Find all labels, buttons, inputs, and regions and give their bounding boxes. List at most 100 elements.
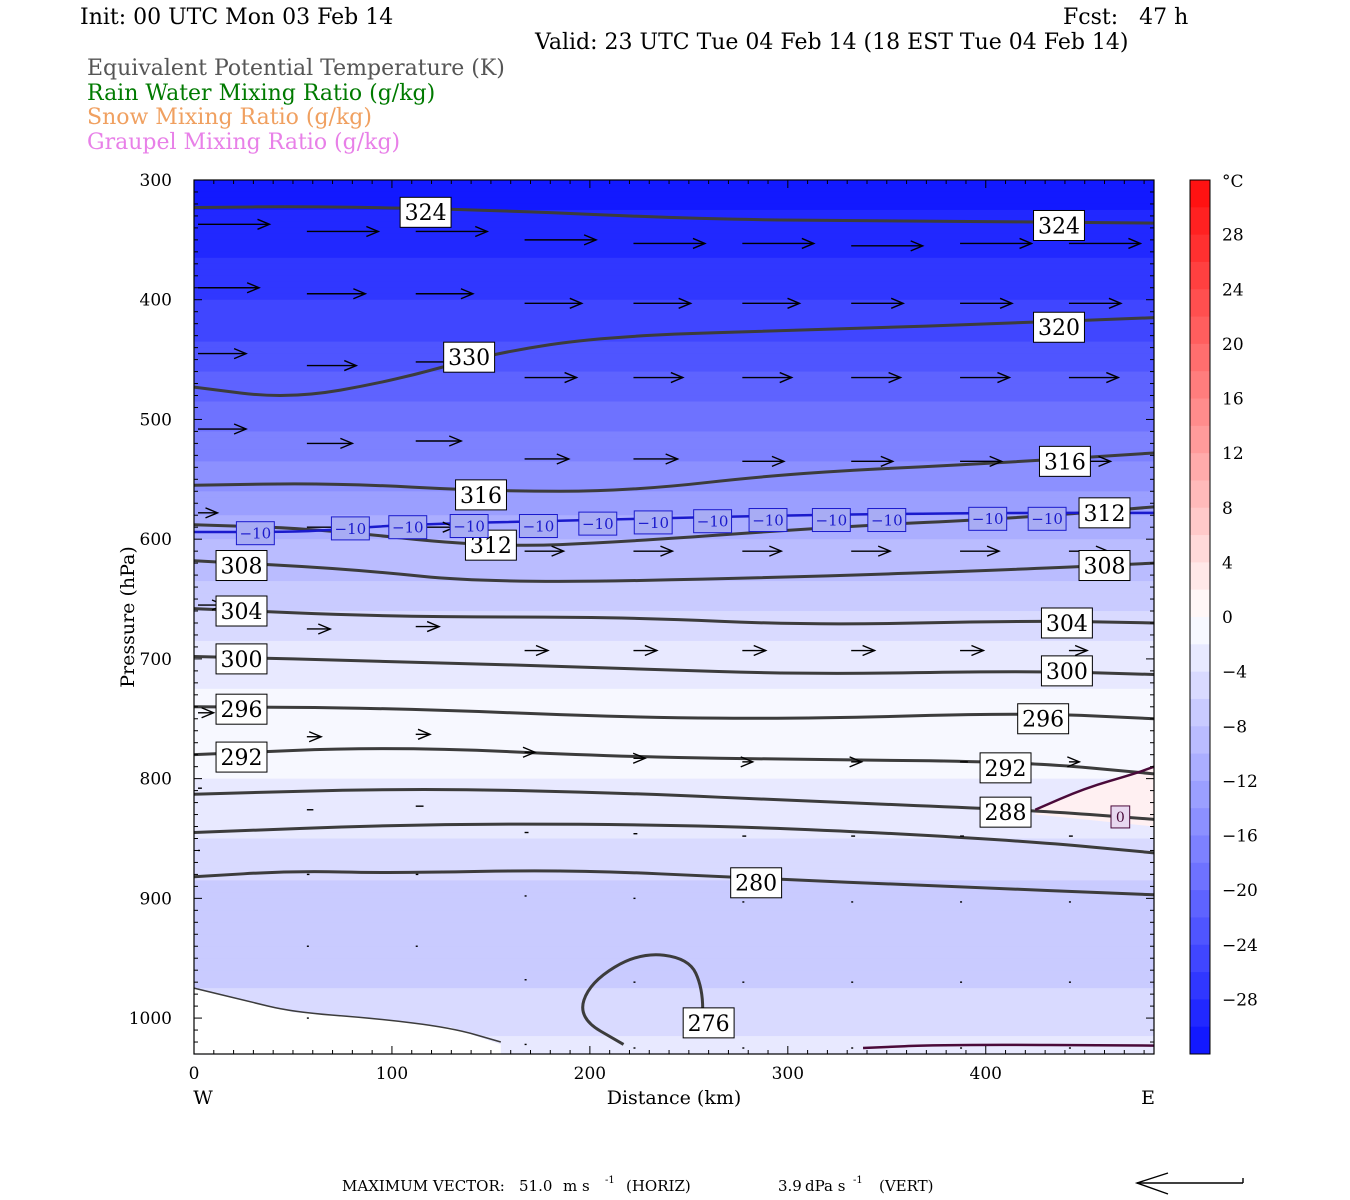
theta-e-contour-276	[581, 953, 705, 1046]
theta-e-contour-304	[193, 607, 1155, 626]
wind-vector-head	[989, 455, 1004, 468]
temperature-band	[194, 467, 1154, 474]
wind-vector	[524, 297, 584, 309]
wind-vector-head	[233, 347, 248, 360]
temperature-band	[194, 551, 1154, 558]
wind-vector-head	[551, 545, 566, 557]
wind-vector-head	[753, 644, 768, 657]
theta-e-label-box	[399, 196, 452, 228]
wind-vector	[524, 545, 566, 557]
x-axis-west-label: W	[193, 1087, 213, 1109]
colorbar-segment	[1190, 207, 1210, 236]
isotherm-label: −10	[1027, 506, 1067, 531]
theta-e-label-text: 320	[1038, 316, 1080, 341]
y-tick-label: 700	[140, 650, 172, 670]
wind-vector-head	[888, 371, 903, 384]
wind-vector-head	[1128, 237, 1143, 250]
temperature-band	[194, 952, 1154, 959]
wind-vector	[633, 297, 693, 309]
wind-vector	[633, 644, 659, 657]
y-tick-label: 600	[140, 530, 172, 550]
temperature-band	[194, 395, 1154, 403]
isotherm-label: −10	[633, 510, 673, 535]
temperature-band	[194, 563, 1154, 570]
temperature-band	[194, 868, 1154, 876]
theta-e-label-text: 330	[448, 346, 490, 371]
wind-vector	[960, 297, 1014, 309]
temperature-band	[194, 808, 1154, 816]
temperature-band	[194, 700, 1154, 708]
theta-e-label: 276	[682, 1007, 735, 1039]
temperature-band	[194, 521, 1154, 528]
temperature-band	[194, 1006, 1154, 1013]
temperature-band	[194, 413, 1154, 421]
wind-vector-head	[564, 371, 579, 384]
theta-e-label-text: 280	[735, 872, 777, 897]
theta-e-label-text: 296	[1022, 708, 1064, 733]
wind-vector	[742, 545, 784, 557]
wind-vector-head	[787, 297, 802, 309]
temperature-band	[194, 269, 1154, 277]
temperature-band	[194, 826, 1154, 834]
wind-vector	[522, 746, 537, 758]
colorbar-segment	[1190, 972, 1210, 1000]
temperature-band	[194, 533, 1154, 540]
temperature-band	[194, 227, 1154, 235]
temperature-band	[194, 485, 1154, 492]
wind-vector-head	[1098, 455, 1113, 468]
temperature-band	[194, 664, 1154, 672]
isotherm-label-box	[578, 511, 618, 536]
field-label-theta-e: Equivalent Potential Temperature (K)	[87, 56, 505, 81]
wind-vector	[851, 455, 895, 468]
theta-e-label-box	[1033, 209, 1085, 241]
colorbar-tick-label: −24	[1222, 936, 1258, 956]
temperature-band	[194, 730, 1154, 738]
wind-vector-head	[343, 359, 359, 372]
isotherm-label: −10	[693, 509, 733, 534]
temperature-band	[194, 233, 1154, 241]
wind-vector-head	[257, 218, 272, 230]
wind-vector-head	[665, 453, 680, 465]
max-vector-horiz-value: 51.0	[519, 1177, 552, 1195]
theta-e-label: 296	[215, 693, 268, 725]
theta-e-label-text: 300	[221, 648, 263, 673]
wind-vector-head	[340, 437, 355, 450]
wind-vector	[198, 282, 261, 294]
freezing-label: 0	[1110, 805, 1131, 829]
isotherm-label-text: −10	[816, 511, 848, 529]
wind-vector	[742, 455, 786, 468]
temperature-band	[194, 437, 1154, 444]
wind-vector	[633, 453, 680, 465]
theta-e-label: 304	[1040, 607, 1093, 639]
temperature-band	[194, 892, 1154, 899]
wind-vector	[524, 644, 550, 657]
wind-vector-head	[771, 455, 786, 468]
isotherm-label-text: −10	[752, 511, 784, 529]
isotherm-label: −10	[968, 506, 1008, 531]
temperature-band	[194, 293, 1154, 301]
temperature-band	[194, 676, 1154, 684]
temperature-band	[194, 557, 1154, 564]
theta-e-contour-272	[193, 987, 502, 1043]
temperature-band	[194, 838, 1154, 846]
theta-e-label-box	[215, 693, 268, 725]
wind-vector-head	[986, 545, 1001, 557]
theta-e-label-box	[682, 1007, 735, 1039]
max-vector-label: MAXIMUM VECTOR:	[342, 1177, 505, 1195]
wind-vector-head	[644, 644, 659, 657]
wind-vector	[415, 620, 441, 633]
temperature-band	[194, 778, 1154, 786]
x-tick-label: 200	[574, 1064, 606, 1084]
isotherm-label: −10	[811, 508, 851, 533]
isotherm-label-box	[748, 508, 788, 533]
theta-e-contour-312	[193, 505, 1155, 547]
wind-vector-head	[692, 237, 707, 250]
wind-vector	[198, 218, 272, 230]
theta-e-label-box	[455, 479, 507, 511]
theta-e-label: 316	[1038, 445, 1091, 477]
wind-vector-head	[862, 644, 877, 657]
wind-vector	[524, 234, 598, 246]
theta-e-label: 288	[979, 796, 1032, 828]
wind-vector-head	[779, 371, 794, 384]
temperature-band	[194, 365, 1154, 373]
